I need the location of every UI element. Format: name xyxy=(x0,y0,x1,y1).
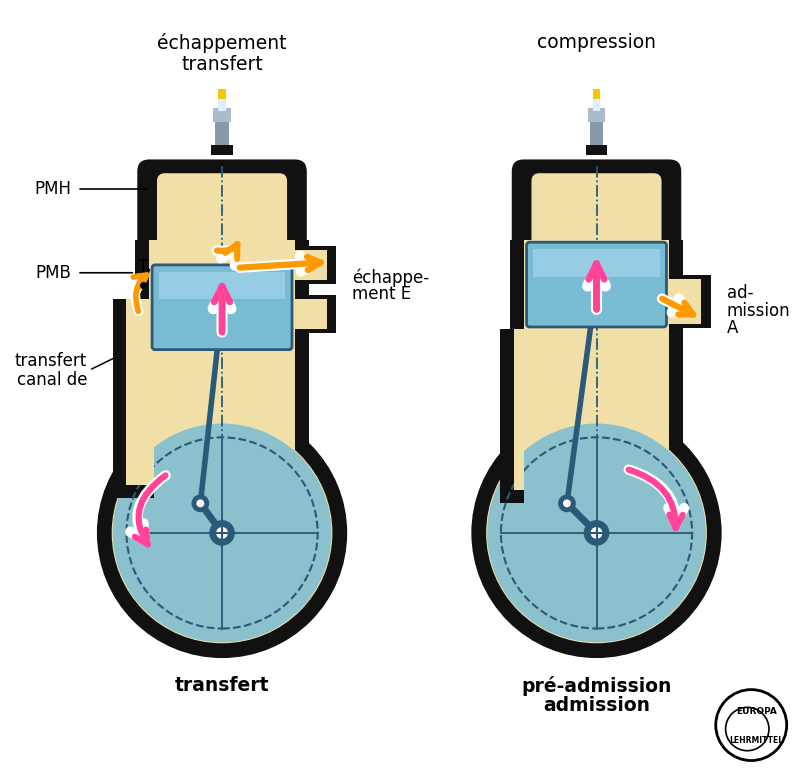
Circle shape xyxy=(196,499,204,507)
Circle shape xyxy=(113,423,332,642)
Bar xyxy=(147,301,163,337)
Bar xyxy=(295,250,327,280)
Circle shape xyxy=(214,298,230,314)
Bar xyxy=(149,380,295,410)
Bar xyxy=(309,296,336,333)
Circle shape xyxy=(592,279,601,287)
Circle shape xyxy=(563,499,571,507)
Bar xyxy=(589,119,604,149)
Bar xyxy=(588,108,605,122)
FancyBboxPatch shape xyxy=(512,159,681,252)
Bar xyxy=(309,246,336,284)
Circle shape xyxy=(209,520,235,546)
Text: compression: compression xyxy=(537,33,656,53)
Text: EUROPA: EUROPA xyxy=(736,707,777,716)
Bar xyxy=(523,240,670,404)
Bar xyxy=(149,405,295,514)
Bar xyxy=(295,299,327,329)
Circle shape xyxy=(725,707,769,751)
Text: échappe-: échappe- xyxy=(352,268,429,287)
Bar xyxy=(500,329,523,503)
FancyBboxPatch shape xyxy=(152,265,292,350)
Bar xyxy=(510,240,683,405)
FancyBboxPatch shape xyxy=(138,159,307,252)
Circle shape xyxy=(192,495,209,512)
Text: pré-admission: pré-admission xyxy=(522,676,671,696)
Text: PMH: PMH xyxy=(35,180,72,198)
Bar xyxy=(149,240,295,404)
Bar xyxy=(670,278,701,324)
Circle shape xyxy=(486,423,707,644)
Text: admission: admission xyxy=(543,695,650,714)
Text: ad-: ad- xyxy=(727,285,753,303)
Bar xyxy=(683,274,711,328)
Bar xyxy=(523,380,670,410)
Bar xyxy=(510,405,683,514)
Bar xyxy=(592,89,601,100)
Bar xyxy=(126,299,154,485)
Bar xyxy=(514,329,523,489)
Bar xyxy=(113,299,154,499)
Circle shape xyxy=(97,408,347,658)
Bar xyxy=(218,96,226,111)
FancyBboxPatch shape xyxy=(526,242,667,327)
Bar xyxy=(534,249,659,277)
Circle shape xyxy=(588,275,605,291)
Bar xyxy=(135,405,309,514)
Bar xyxy=(213,108,231,122)
Bar xyxy=(135,240,309,405)
FancyBboxPatch shape xyxy=(157,173,287,247)
Text: transfert: transfert xyxy=(14,353,87,371)
Text: T: T xyxy=(138,258,148,276)
Bar xyxy=(218,89,226,100)
Text: A: A xyxy=(727,319,738,337)
Text: canal de: canal de xyxy=(17,371,87,389)
Circle shape xyxy=(112,423,332,644)
Text: mission: mission xyxy=(727,302,791,320)
Circle shape xyxy=(487,423,706,642)
Circle shape xyxy=(584,520,609,546)
Circle shape xyxy=(716,690,786,760)
Bar xyxy=(135,299,154,339)
Text: transfert: transfert xyxy=(175,676,270,695)
FancyBboxPatch shape xyxy=(531,173,662,247)
Circle shape xyxy=(472,408,721,658)
Bar xyxy=(523,405,670,514)
Circle shape xyxy=(218,302,226,310)
Bar xyxy=(159,272,285,299)
Text: transfert: transfert xyxy=(181,55,263,74)
Bar xyxy=(215,119,229,149)
Circle shape xyxy=(216,527,228,539)
Text: échappement: échappement xyxy=(157,33,287,53)
Text: ment E: ment E xyxy=(352,285,411,303)
Text: LEHRMITTEL: LEHRMITTEL xyxy=(729,736,783,746)
Bar xyxy=(586,145,607,154)
Text: PMB: PMB xyxy=(35,263,72,281)
Bar xyxy=(592,96,601,111)
Bar xyxy=(211,145,233,154)
Circle shape xyxy=(591,527,602,539)
Circle shape xyxy=(558,495,576,512)
